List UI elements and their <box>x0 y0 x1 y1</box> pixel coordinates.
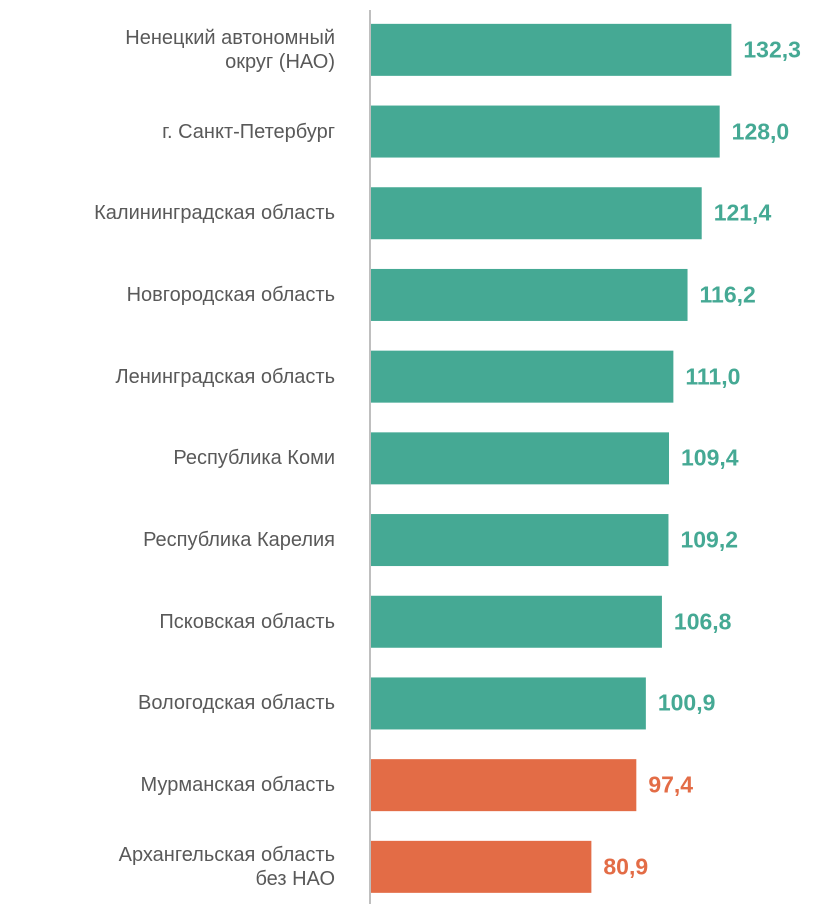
value-label: 132,3 <box>743 36 801 63</box>
y-tick-label: Мурманская область <box>140 774 335 797</box>
bar <box>371 514 669 567</box>
value-label: 100,9 <box>657 689 716 716</box>
bar <box>371 350 674 403</box>
value-label: 111,0 <box>685 363 741 390</box>
y-tick-label: Псковская область <box>159 610 335 633</box>
bar <box>371 840 592 893</box>
y-tick-label: Калининградская область <box>94 202 335 225</box>
y-tick-label: г. Санкт-Петербург <box>162 120 335 143</box>
bar <box>371 677 646 730</box>
y-tick-label: Республика Карелия <box>143 529 335 552</box>
bar <box>371 759 637 812</box>
value-label: 97,4 <box>648 771 694 798</box>
value-label: 106,8 <box>673 608 732 635</box>
y-tick-label: Ленинградская область <box>115 365 335 388</box>
value-label: 80,9 <box>603 853 649 880</box>
bar <box>371 105 720 158</box>
y-tick-label: Вологодская область <box>137 692 335 715</box>
bar <box>371 432 670 485</box>
bar <box>371 268 688 321</box>
value-label: 109,4 <box>681 444 739 471</box>
bar <box>371 187 702 240</box>
value-label: 116,2 <box>699 281 756 308</box>
bar <box>371 23 732 76</box>
value-label: 121,4 <box>713 199 772 226</box>
y-tick-label: Ненецкий автономный округ (НАО) <box>125 26 335 73</box>
value-label: 128,0 <box>731 118 790 145</box>
y-tick-label: Республика Коми <box>173 447 335 470</box>
bar <box>371 595 662 648</box>
value-label: 109,2 <box>680 526 739 553</box>
y-tick-label: Новгородская область <box>126 283 335 306</box>
y-tick-label: Архангельская область без НАО <box>118 843 335 890</box>
